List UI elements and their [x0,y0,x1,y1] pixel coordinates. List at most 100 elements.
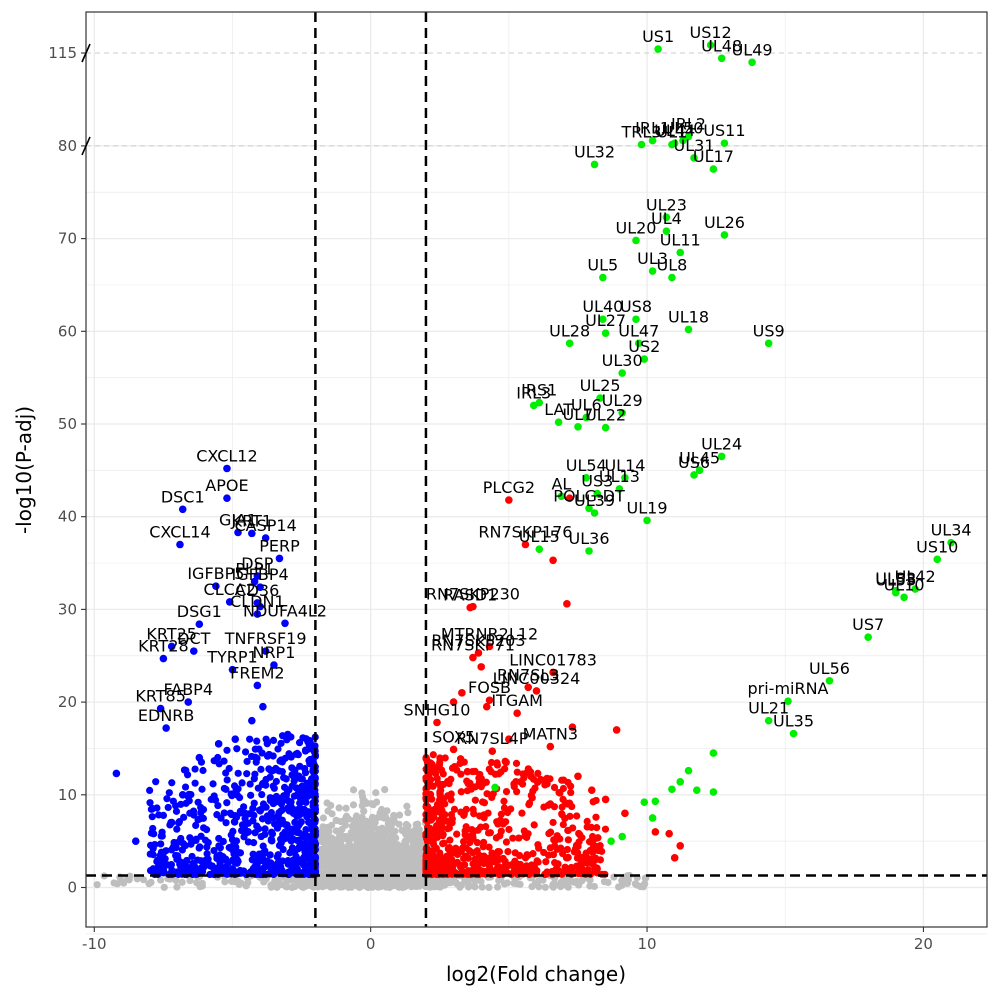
ns-point [319,814,327,822]
down-point [195,815,204,823]
ns-point [387,834,396,842]
data-point [270,661,278,669]
down-point [146,799,154,807]
data-point [709,165,718,173]
ns-point [404,880,412,888]
ns-point [442,878,451,886]
down-point [285,750,293,758]
gene-label: UL50 [662,119,703,138]
up-point [476,770,484,779]
data-point [148,804,157,813]
up-point [577,860,585,868]
gene-label: UL19 [627,498,668,517]
y-tick-label: 10 [58,786,77,804]
up-point [474,826,482,834]
down-point [223,776,231,784]
gene-label: UL4 [651,209,682,228]
data-point [557,492,566,501]
up-point [471,783,479,791]
up-point [452,844,460,852]
up-point [430,813,438,821]
data-point [549,556,557,565]
gene-label: UL34 [931,521,972,540]
y-tick-label: 20 [58,693,77,711]
gene-label: UL53 [875,571,916,590]
ns-point [335,804,343,812]
data-point [764,716,773,725]
ns-point [386,879,394,888]
down-point [244,838,253,846]
up-point [489,867,498,875]
ns-point [350,873,358,881]
gene-label: UL48 [701,36,742,55]
gene-label: UL8 [657,256,688,275]
up-point [601,825,610,833]
gene-label: UL28 [549,321,590,340]
up-point [426,767,434,775]
gene-label: UL22 [585,406,626,425]
data-point [195,620,204,629]
up-point [513,768,521,776]
down-point [255,825,263,833]
up-point [486,829,494,837]
data-point [764,339,773,348]
data-point [590,160,599,169]
up-point [481,870,490,878]
up-point [533,857,541,865]
data-point [717,54,726,63]
up-point [464,780,472,788]
ns-point [539,876,547,884]
y-tick-label: 0 [67,879,77,897]
ns-point [324,807,332,815]
up-point [567,865,575,873]
up-point [575,865,583,873]
down-point [246,810,254,818]
data-point [621,809,629,818]
down-point [210,792,218,800]
gene-label: UL49 [732,40,773,59]
ns-point [227,877,236,885]
down-point [164,861,172,869]
up-point [585,838,594,846]
down-point [308,832,316,840]
data-point [253,610,262,618]
down-point [250,863,259,871]
data-point [601,329,610,337]
gene-label: US8 [620,297,652,316]
gene-label: UL45 [679,448,720,467]
ns-point [435,883,443,891]
up-point [535,844,543,852]
down-point [266,851,274,859]
down-point [300,805,308,813]
down-point [296,819,304,828]
gene-label: NRP1 [252,643,295,662]
up-point [480,799,489,807]
data-point [505,735,513,743]
up-point [439,840,447,848]
up-point [448,764,457,772]
up-point [434,864,442,872]
data-point [615,485,624,493]
up-point [551,859,559,867]
up-point [531,784,539,792]
up-point [447,796,455,804]
data-point [546,800,555,808]
down-point [240,833,248,841]
gene-label: UL14 [604,456,645,475]
y-tick-label: 60 [58,322,77,340]
down-point [258,790,266,799]
up-point [442,852,451,860]
up-point [528,794,536,802]
data-point [585,547,593,555]
x-tick-label: 20 [914,935,933,953]
up-point [496,832,504,840]
down-point [158,828,166,836]
ns-point [428,876,436,884]
data-point [482,702,491,711]
up-point [457,788,465,796]
down-point [222,785,230,793]
data-point [690,154,698,162]
up-point [436,849,444,857]
up-point [567,788,575,797]
